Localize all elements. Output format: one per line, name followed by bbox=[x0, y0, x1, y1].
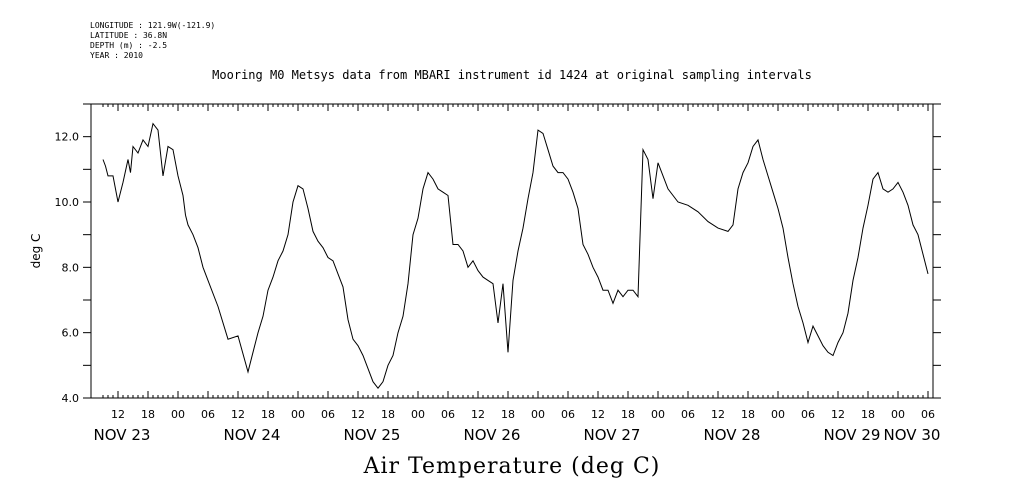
x-tick-label: 12 bbox=[471, 408, 485, 421]
depth-text: DEPTH (m) : -2.5 bbox=[90, 41, 168, 50]
x-tick-label: 06 bbox=[681, 408, 695, 421]
x-tick-label: 06 bbox=[321, 408, 335, 421]
latitude-text: LATITUDE : 36.8N bbox=[90, 31, 168, 40]
day-label: NOV 30 bbox=[884, 426, 941, 444]
x-tick-label: 18 bbox=[381, 408, 395, 421]
year-text: YEAR : 2010 bbox=[90, 51, 143, 60]
y-tick-label: 12.0 bbox=[55, 131, 80, 144]
day-label: NOV 26 bbox=[464, 426, 521, 444]
x-tick-label: 00 bbox=[411, 408, 425, 421]
y-tick-label: 4.0 bbox=[62, 392, 80, 405]
day-label: NOV 23 bbox=[94, 426, 151, 444]
x-tick-label: 12 bbox=[711, 408, 725, 421]
x-tick-label: 00 bbox=[291, 408, 305, 421]
x-tick-label: 06 bbox=[921, 408, 935, 421]
x-tick-label: 18 bbox=[261, 408, 275, 421]
chart-title: Mooring M0 Metsys data from MBARI instru… bbox=[212, 68, 812, 82]
day-label: NOV 24 bbox=[224, 426, 281, 444]
x-tick-label: 12 bbox=[591, 408, 605, 421]
x-tick-label: 00 bbox=[171, 408, 185, 421]
x-tick-label: 06 bbox=[201, 408, 215, 421]
day-label: NOV 28 bbox=[704, 426, 761, 444]
y-axis-label: deg C bbox=[29, 234, 43, 269]
x-tick-label: 00 bbox=[771, 408, 785, 421]
longitude-text: LONGITUDE : 121.9W(-121.9) bbox=[90, 21, 216, 30]
x-tick-label: 18 bbox=[861, 408, 875, 421]
temperature-series-line bbox=[102, 122, 929, 390]
x-tick-label: 18 bbox=[741, 408, 755, 421]
x-tick-label: 12 bbox=[831, 408, 845, 421]
x-tick-label: 00 bbox=[891, 408, 905, 421]
x-tick-label: 18 bbox=[621, 408, 635, 421]
y-tick-label: 6.0 bbox=[62, 327, 80, 340]
x-tick-label: 18 bbox=[501, 408, 515, 421]
x-tick-label: 12 bbox=[111, 408, 125, 421]
x-tick-label: 06 bbox=[441, 408, 455, 421]
x-tick-label: 06 bbox=[561, 408, 575, 421]
station-metadata: LONGITUDE : 121.9W(-121.9) LATITUDE : 36… bbox=[90, 21, 215, 61]
x-tick-labels: 12 18 00 06 12 18 00 06 12 18 00 06 12 18 00 06 12 18 00 06… bbox=[111, 408, 935, 421]
axis-ticks bbox=[83, 103, 941, 399]
x-axis-label: Air Temperature (deg C) bbox=[363, 454, 661, 479]
x-tick-label: 12 bbox=[231, 408, 245, 421]
day-label: NOV 27 bbox=[584, 426, 641, 444]
x-tick-label: 00 bbox=[531, 408, 545, 421]
x-tick-label: 06 bbox=[801, 408, 815, 421]
day-labels: NOV 23 NOV 24 NOV 25 NOV 26 NOV 27 NOV 28 NOV … bbox=[94, 426, 941, 444]
x-tick-label: 00 bbox=[651, 408, 665, 421]
y-tick-label: 8.0 bbox=[62, 261, 80, 274]
day-label: NOV 25 bbox=[344, 426, 401, 444]
day-label: NOV 29 bbox=[824, 426, 881, 444]
x-tick-label: 18 bbox=[141, 408, 155, 421]
plot-frame bbox=[90, 103, 934, 399]
x-tick-label: 12 bbox=[351, 408, 365, 421]
y-tick-label: 10.0 bbox=[55, 196, 80, 209]
y-tick-labels: 4.0 6.0 8.0 10.0 12.0 bbox=[55, 131, 80, 405]
